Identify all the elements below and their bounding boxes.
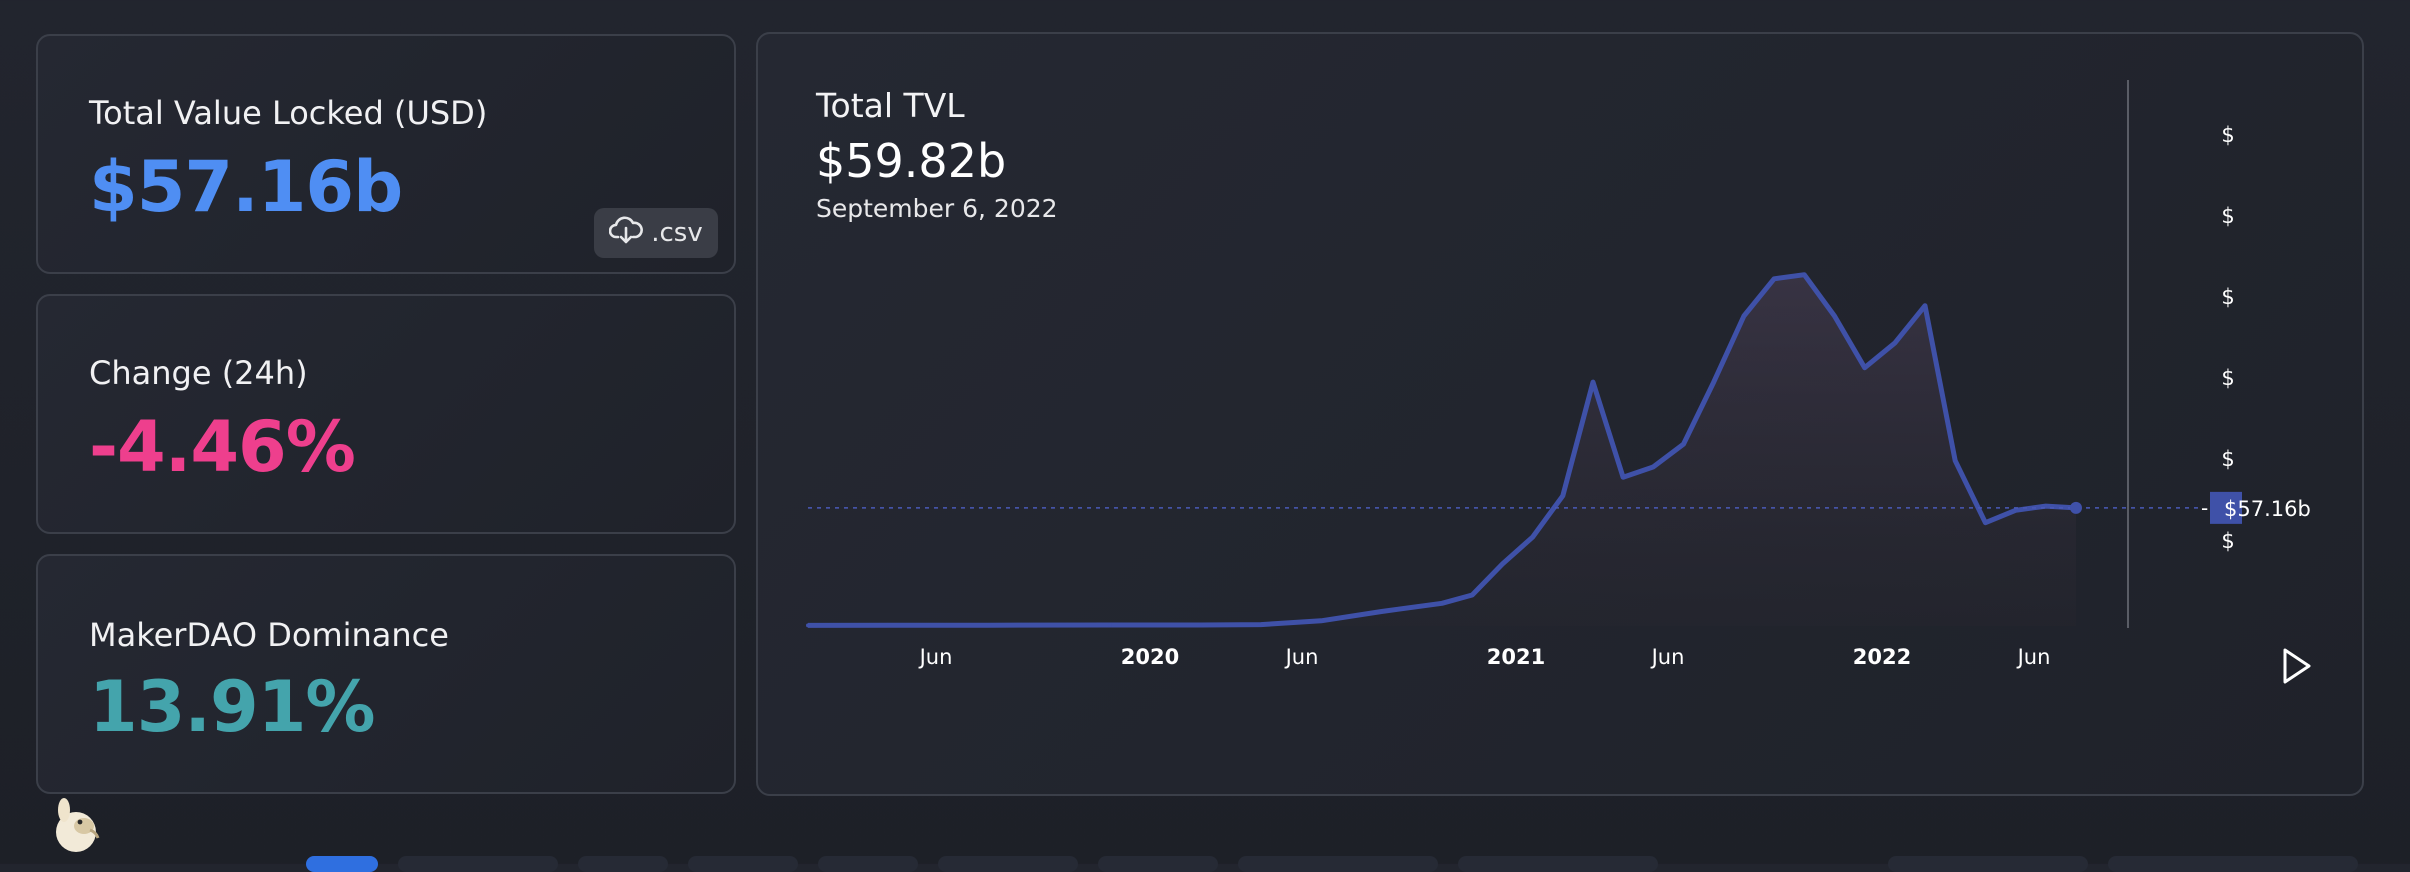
tvl-data-point — [1802, 272, 1807, 277]
y-tick-label: $ — [2221, 123, 2234, 147]
current-value-label-box — [2210, 491, 2242, 524]
toolbar-pill[interactable] — [1238, 856, 1438, 872]
chart-hover-value: $59.82b — [816, 134, 1007, 188]
toolbar-pill[interactable] — [688, 856, 798, 872]
toolbar-pill[interactable] — [938, 856, 1078, 872]
dominance-card: MakerDAO Dominance 13.91% — [36, 554, 736, 794]
play-icon[interactable] — [2279, 646, 2315, 686]
y-tick-label: $ — [2221, 285, 2234, 309]
toolbar-pill[interactable] — [398, 856, 558, 872]
tvl-series-line — [807, 272, 2077, 628]
tvl-data-point — [987, 623, 992, 628]
tvl-card: Total Value Locked (USD) $57.16b .csv — [36, 34, 736, 274]
tvl-data-point — [1983, 520, 1988, 525]
csv-label: .csv — [651, 218, 703, 248]
llama-mascot-icon — [50, 796, 104, 856]
tvl-area-fill — [808, 274, 2076, 626]
csv-download-button[interactable]: .csv — [594, 208, 718, 258]
cloud-download-icon — [608, 215, 644, 252]
tvl-data-point — [896, 623, 901, 628]
tvl-data-point — [1923, 303, 1927, 308]
tvl-data-point — [1741, 314, 1746, 318]
tvl-data-point — [1500, 562, 1505, 566]
toolbar-pill[interactable] — [1098, 856, 1218, 872]
tvl-data-point — [806, 623, 810, 628]
tvl-data-point — [1560, 493, 1565, 498]
toolbar-pill[interactable] — [2108, 856, 2358, 872]
x-tick-label: Jun — [2016, 645, 2051, 669]
toolbar-pill-active[interactable] — [306, 856, 378, 872]
y-tick-label: $ — [2221, 529, 2234, 553]
tvl-data-point — [1591, 380, 1595, 385]
y-tick-label: $ — [2221, 447, 2234, 471]
tvl-data-point — [1258, 622, 1263, 627]
x-tick-label: 2020 — [1121, 645, 1179, 669]
tvl-data-point — [1953, 458, 1958, 463]
change-value: -4.46% — [89, 406, 356, 488]
x-tick-label: 2021 — [1487, 645, 1545, 669]
tvl-data-point — [1440, 601, 1444, 606]
tvl-data-point — [1681, 442, 1686, 447]
tvl-data-point — [1470, 593, 1475, 597]
tvl-label: Total Value Locked (USD) — [89, 94, 488, 132]
x-tick-label: 2022 — [1853, 645, 1911, 669]
dominance-value: 13.91% — [89, 666, 376, 748]
tvl-data-point — [1832, 314, 1837, 318]
x-tick-label: Jun — [1284, 645, 1319, 669]
current-value-label: $57.16b — [2224, 497, 2311, 521]
change-card: Change (24h) -4.46% — [36, 294, 736, 534]
tvl-data-point — [1107, 623, 1112, 627]
tvl-data-point — [1651, 464, 1656, 469]
tvl-data-point — [1379, 609, 1384, 614]
current-value-marker — [2070, 501, 2082, 514]
chart-title: Total TVL — [816, 86, 965, 125]
toolbar-pill[interactable] — [818, 856, 918, 872]
toolbar-pill[interactable] — [578, 856, 668, 872]
tvl-data-point — [1772, 276, 1777, 281]
y-tick-label: $ — [2221, 366, 2234, 390]
tvl-value: $57.16b — [89, 146, 403, 228]
toolbar-pill[interactable] — [1458, 856, 1658, 872]
dominance-label: MakerDAO Dominance — [89, 616, 449, 654]
toolbar-pill[interactable] — [1888, 856, 2088, 872]
tvl-data-point — [2013, 508, 2018, 513]
tvl-data-point — [1892, 340, 1897, 345]
tvl-data-point — [1319, 618, 1324, 623]
x-tick-label: Jun — [918, 645, 953, 669]
tvl-data-point — [1530, 535, 1535, 540]
tvl-data-point — [1198, 623, 1203, 627]
change-label: Change (24h) — [89, 354, 308, 392]
tvl-data-point — [1862, 365, 1867, 370]
chart-hover-date: September 6, 2022 — [816, 194, 1058, 223]
x-tick-label: Jun — [1650, 645, 1685, 669]
tvl-area-chart[interactable]: - $57.16b $ $ $ $ $ $ Jun 2020 Jun 2021 Jun 2022 Jun — [758, 34, 2362, 794]
y-tick-label: $ — [2221, 204, 2234, 228]
tvl-chart-card: Total TVL $59.82b September 6, 2022 - $57… — [756, 32, 2364, 796]
tvl-data-point — [1711, 380, 1716, 385]
current-value-tick: - — [2201, 496, 2208, 520]
bottom-toolbar — [0, 856, 2410, 872]
tvl-data-point — [1621, 475, 1626, 480]
